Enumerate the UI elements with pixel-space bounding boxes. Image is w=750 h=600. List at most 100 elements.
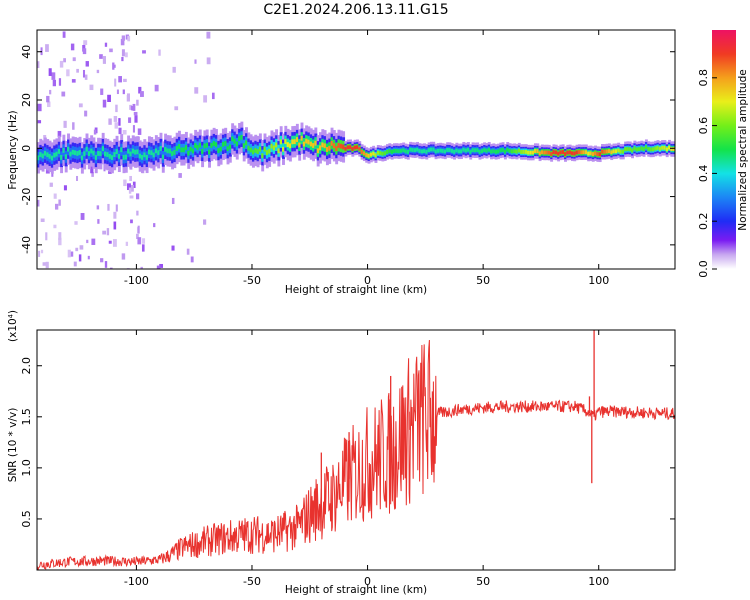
spectrogram-noise-cell	[99, 54, 103, 59]
spectrogram-cell	[633, 146, 637, 151]
spectrogram-cell	[138, 153, 142, 159]
spectrogram-cell	[513, 149, 517, 154]
spectrogram-cell	[379, 151, 383, 156]
spectrogram-noise-cell	[136, 233, 139, 240]
spectrogram-noise-cell	[114, 78, 117, 87]
spectrogram-noise-cell	[190, 256, 194, 263]
spectrogram-cell	[275, 142, 279, 148]
spectrogram-cell	[205, 142, 209, 148]
spectrogram-cell	[247, 145, 251, 151]
spectrogram-noise-cell	[116, 89, 119, 95]
spectrogram-cell	[575, 150, 579, 155]
spectrogram-cell	[78, 150, 82, 155]
spectrogram-cell	[434, 149, 438, 154]
spectrogram-cell	[455, 148, 459, 153]
spectrogram-cell	[198, 142, 202, 148]
spectrogram-noise-cell	[125, 52, 128, 58]
spectrogram-cell	[665, 147, 669, 152]
spectrogram-cell	[41, 153, 45, 159]
spectrogram-noise-cell	[137, 225, 140, 234]
spectrogram-cell	[603, 149, 607, 154]
spectrogram-cell	[212, 141, 216, 146]
spectrogram-cell	[420, 149, 424, 154]
spectrogram-noise-cell	[75, 175, 79, 181]
spectrogram-cell	[564, 152, 567, 157]
spectrogram-noise-cell	[138, 86, 142, 94]
spectrogram-cell	[231, 136, 235, 142]
spectrogram-cell	[388, 149, 392, 153]
spectrogram-noise-cell	[126, 93, 130, 102]
spectrogram-cell	[552, 150, 556, 155]
spectrogram-noise-cell	[130, 219, 133, 224]
spectrogram-cell	[291, 139, 295, 145]
spectrogram-cell	[624, 147, 628, 152]
spectrogram-cell	[48, 153, 52, 159]
spectrogram-cell	[543, 150, 547, 155]
spectrogram-cell	[37, 155, 40, 161]
spectrogram-noise-cell	[120, 38, 125, 46]
spectrogram-cell	[286, 142, 290, 147]
spectrogram-cell	[129, 151, 133, 157]
colorbar-tick-label: 0.6	[697, 117, 710, 135]
spectrogram-cell	[353, 145, 357, 150]
spectrogram-cell	[439, 148, 443, 153]
spectrogram-cell	[214, 142, 218, 148]
spectrogram-cell	[469, 149, 473, 154]
spectrogram-noise-cell	[72, 57, 76, 62]
spectrogram-cell	[517, 148, 521, 153]
spectrogram-cell	[522, 149, 526, 154]
spectrogram-noise-cell	[121, 253, 126, 260]
spectrogram-noise-cell	[63, 58, 66, 63]
spectrogram-noise-cell	[82, 48, 87, 55]
spectrogram-cell	[120, 147, 124, 153]
spectrogram-noise-cell	[102, 56, 107, 64]
spectrogram-cell	[473, 148, 477, 153]
spectrogram-noise-cell	[118, 76, 122, 83]
colorbar-tick-label: 0.4	[697, 165, 710, 183]
spectrogram-cell	[124, 154, 128, 160]
spectrogram-noise-cell	[118, 118, 121, 126]
spectrogram-cell	[92, 150, 96, 156]
spectrogram-noise-cell	[67, 249, 71, 258]
spectrogram-cell	[235, 141, 239, 147]
spectrogram-cell	[71, 149, 75, 155]
spectrogram-noise-cell	[211, 92, 215, 100]
spectrogram-noise-cell	[121, 49, 125, 57]
spectrogram-cell	[196, 145, 200, 150]
spectrogram-noise-cell	[37, 103, 42, 112]
spectrogram-cell	[376, 150, 380, 155]
spectrogram-noise-cell	[133, 111, 138, 116]
spectrogram-cell	[480, 149, 484, 154]
spectrogram-noise-cell	[154, 84, 159, 92]
spectrogram-cell	[441, 149, 445, 153]
spectrogram-cell	[658, 146, 662, 151]
spectrogram-cell	[529, 150, 533, 155]
spectrogram-cell	[104, 151, 107, 157]
spectrogram-noise-cell	[63, 185, 67, 191]
spectrogram-cell	[464, 148, 468, 153]
spectrogram-cell	[644, 145, 648, 150]
spectrogram-cell	[226, 146, 230, 152]
spectrogram-noise-cell	[37, 120, 42, 124]
spectrogram-cell	[621, 149, 625, 154]
spectrogram-noise-cell	[62, 31, 66, 38]
spectrogram-noise-cell	[112, 62, 115, 70]
spectrogram-cell	[559, 150, 563, 155]
spectrogram-noise-cell	[112, 239, 117, 247]
spectrogram-noise-cell	[108, 118, 112, 125]
spectrogram-noise-cell	[125, 241, 129, 246]
spectrogram-cell	[476, 148, 480, 153]
spectrogram-cell	[605, 149, 609, 154]
spectrogram-cell	[85, 146, 89, 152]
snr-line	[37, 339, 675, 570]
spectrogram-cell	[395, 148, 399, 153]
spectrogram-cell	[55, 151, 59, 157]
spectrogram-cell	[423, 149, 426, 153]
spectrogram-noise-cell	[122, 89, 125, 95]
spectrogram-noise-cell	[40, 249, 44, 254]
spectrogram-cell	[360, 150, 364, 154]
spectrogram-noise-cell	[48, 68, 52, 76]
spectrogram-cell	[545, 150, 549, 155]
spectrogram-cell	[573, 151, 577, 156]
spectrogram-cell	[67, 146, 70, 152]
